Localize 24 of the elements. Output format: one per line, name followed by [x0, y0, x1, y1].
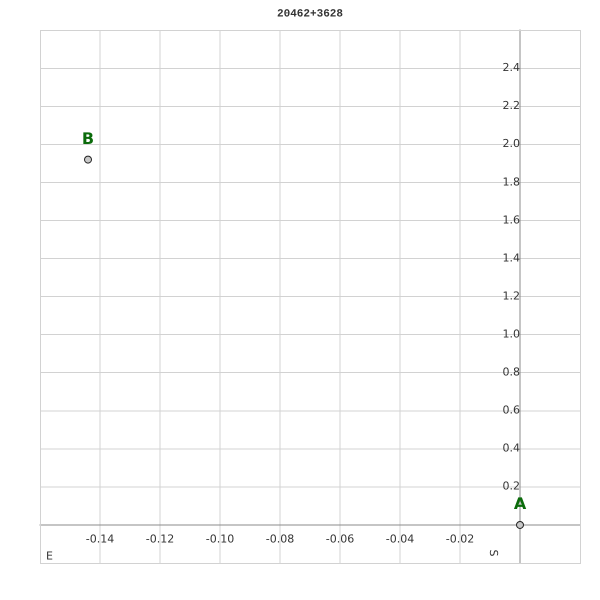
- y-tick-label: 1.4: [502, 251, 520, 264]
- annotation: B: [82, 128, 94, 148]
- x-tick-label: -0.14: [86, 532, 114, 546]
- x-tick-label: -0.08: [266, 532, 294, 546]
- y-tick-label: 2.0: [502, 137, 520, 150]
- x-tick-label: -0.06: [326, 532, 354, 546]
- y-tick-label: 2.2: [502, 99, 520, 112]
- y-tick-label: 1.8: [502, 175, 520, 188]
- x-tick-label: -0.02: [446, 532, 474, 546]
- x-tick-label: -0.10: [206, 532, 234, 546]
- chart-title: 20462+3628: [276, 8, 344, 20]
- x-tick-label: -0.04: [386, 532, 414, 546]
- y-tick-label: 0.8: [502, 366, 520, 379]
- y-tick-label: 1.0: [502, 328, 520, 341]
- x-tick-label: -0.12: [146, 532, 174, 546]
- y-tick-label: 1.6: [502, 213, 520, 226]
- annotation: A: [514, 494, 527, 514]
- y-tick-label: 2.4: [502, 61, 520, 74]
- y-tick-label: 0.4: [502, 442, 520, 455]
- y-tick-label: 0.2: [502, 480, 520, 493]
- y-tick-label: 1.2: [502, 289, 520, 302]
- y-tick-label: 0.6: [502, 404, 520, 417]
- y-axis-title: S: [487, 550, 500, 557]
- x-axis-title: E: [46, 549, 53, 562]
